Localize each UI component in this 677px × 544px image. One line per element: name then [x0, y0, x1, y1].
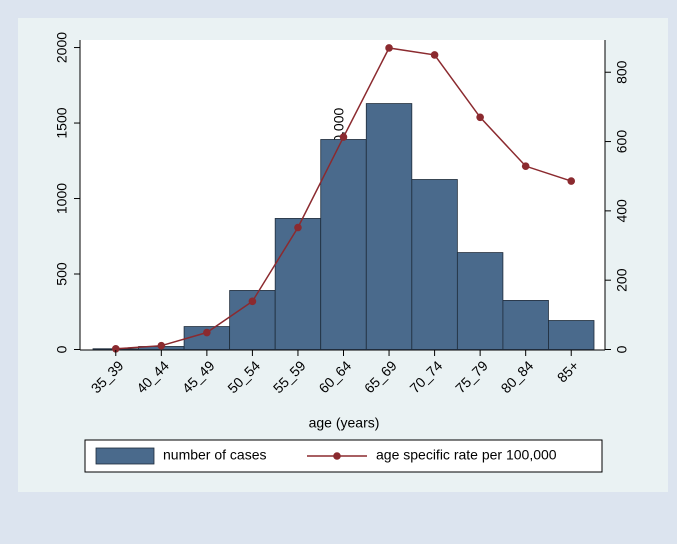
bar	[274, 218, 322, 350]
y-tick-label: 500	[54, 262, 70, 286]
bar	[456, 252, 504, 350]
marker	[430, 51, 439, 59]
legend-label: age specific rate per 100,000	[376, 447, 557, 463]
marker	[248, 297, 257, 306]
marker	[476, 113, 484, 122]
marker	[521, 162, 530, 170]
legend-swatch	[95, 447, 155, 465]
y2-tick-label: 600	[614, 130, 630, 154]
marker	[567, 177, 576, 185]
x-axis-title: age (years)	[309, 415, 380, 431]
bar	[502, 300, 549, 350]
y2-tick-label: 200	[614, 268, 630, 292]
marker	[339, 133, 348, 141]
y-tick-label: 0	[54, 345, 70, 353]
y2-tick-label: 0	[614, 345, 630, 353]
bar	[320, 139, 367, 350]
marker	[111, 345, 120, 353]
marker	[203, 328, 211, 337]
y-tick-label: 1500	[54, 107, 70, 138]
bar	[365, 103, 413, 350]
marker	[157, 341, 166, 350]
legend-label: number of cases	[163, 447, 267, 463]
legend-swatch	[333, 452, 341, 460]
marker	[385, 44, 393, 52]
bar	[548, 320, 595, 350]
y2-tick-label: 400	[614, 199, 630, 223]
bar	[411, 179, 458, 350]
legend	[84, 439, 603, 473]
y2-tick-label: 800	[614, 60, 630, 84]
y-tick-label: 2000	[54, 32, 70, 63]
marker	[294, 223, 302, 232]
y-tick-label: 1000	[54, 183, 70, 214]
